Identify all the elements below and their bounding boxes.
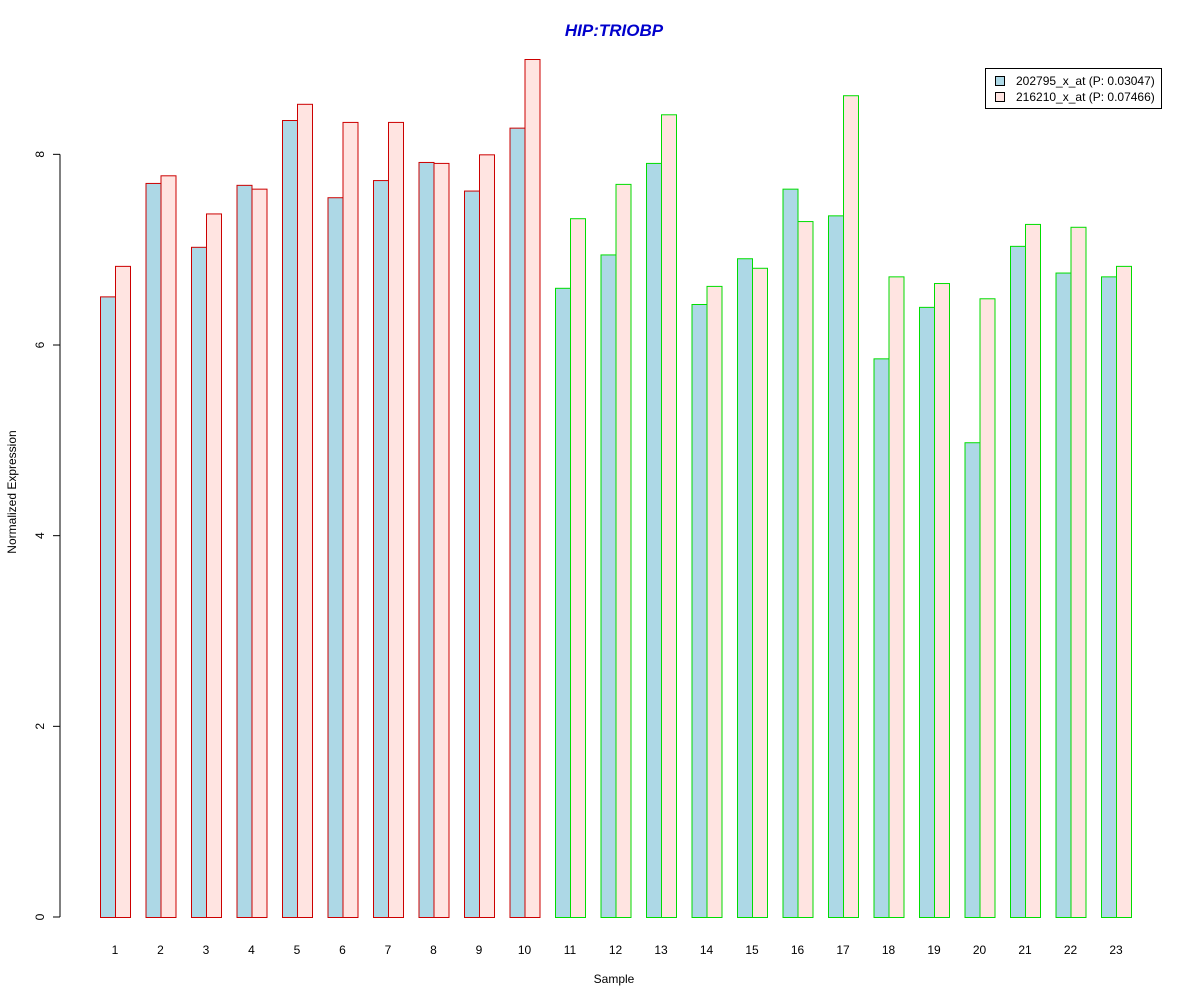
bar-series1-sample-9	[464, 190, 480, 918]
bar-series1-sample-4	[236, 184, 253, 918]
bar-series1-sample-18	[873, 358, 890, 918]
bar-series2-sample-8	[433, 162, 450, 918]
bar-series2-sample-11	[570, 218, 586, 918]
x-tick-label: 14	[700, 943, 714, 957]
bar-series1-sample-8	[418, 161, 435, 918]
bar-series2-sample-5	[297, 103, 313, 919]
x-tick-label: 19	[927, 943, 941, 957]
bar-series1-sample-15	[737, 258, 753, 919]
y-tick-label: 6	[33, 341, 47, 348]
y-axis: 0 2 4 6 8	[33, 151, 61, 920]
bar-series2-sample-18	[888, 276, 905, 918]
bar-series2-sample-4	[251, 188, 268, 919]
x-tick-label: 13	[654, 943, 668, 957]
legend: 202795_x_at (P: 0.03047) 216210_x_at (P: …	[985, 68, 1162, 109]
bar-series1-sample-14	[691, 304, 708, 918]
bar-series1-sample-21	[1010, 245, 1026, 918]
bar-series2-sample-22	[1070, 226, 1087, 918]
bar-series1-sample-1	[100, 296, 116, 918]
bar-series1-sample-12	[600, 254, 617, 918]
x-tick-label: 18	[882, 943, 896, 957]
bar-series2-sample-16	[797, 221, 814, 919]
bar-series2-sample-10	[524, 59, 541, 918]
bar-series2-sample-13	[661, 114, 677, 918]
bar-series2-sample-17	[843, 95, 859, 918]
x-tick-label: 20	[973, 943, 987, 957]
bar-series1-sample-20	[964, 442, 981, 918]
x-tick-label: 6	[339, 943, 346, 957]
legend-entry: 202795_x_at (P: 0.03047)	[1016, 74, 1155, 88]
bar-series2-sample-9	[479, 154, 495, 919]
x-tick-label: 7	[385, 943, 392, 957]
chart-title: HIP:TRIOBP	[565, 21, 664, 40]
x-tick-label: 15	[745, 943, 759, 957]
legend-entry: 216210_x_at (P: 0.07466)	[1016, 90, 1155, 104]
x-tick-label: 8	[430, 943, 437, 957]
x-tick-label: 10	[518, 943, 532, 957]
y-tick-label: 8	[33, 151, 47, 158]
bar-series2-sample-23	[1116, 265, 1132, 918]
y-tick-label: 0	[33, 913, 47, 920]
legend-swatch	[995, 76, 1005, 86]
bar-series1-sample-5	[282, 120, 298, 919]
bar-series1-sample-2	[145, 182, 162, 918]
bar-series1-sample-19	[919, 306, 935, 919]
bar-series2-sample-7	[388, 121, 404, 919]
x-tick-label: 23	[1109, 943, 1123, 957]
x-tick-label: 17	[836, 943, 850, 957]
bar-series1-sample-17	[828, 215, 844, 918]
y-tick-label: 2	[33, 723, 47, 730]
bar-series2-sample-6	[342, 121, 359, 919]
x-tick-label: 2	[157, 943, 164, 957]
x-tick-label: 1	[112, 943, 119, 957]
bar-series1-sample-23	[1101, 276, 1117, 918]
x-tick-label: 11	[564, 943, 577, 957]
legend-swatch	[995, 92, 1005, 102]
bar-series2-sample-12	[615, 183, 632, 919]
bar-series2-sample-19	[934, 283, 950, 918]
bar-series1-sample-16	[782, 188, 799, 919]
x-tick-label: 4	[248, 943, 255, 957]
x-tick-label: 12	[609, 943, 623, 957]
bar-series1-sample-13	[646, 162, 662, 918]
bar-series2-sample-2	[160, 175, 177, 919]
x-tick-label: 9	[476, 943, 483, 957]
x-tick-labels: 1 2 3 4 5 6 7 8 9 10 11 12 13 14 15 16 17 18 19 20 21 22 23	[112, 943, 1123, 957]
bar-series1-sample-22	[1055, 272, 1072, 918]
bar-series2-sample-3	[206, 213, 222, 918]
y-tick-label: 4	[33, 532, 47, 539]
x-axis-label: Sample	[594, 972, 635, 986]
bar-series2-sample-20	[979, 298, 996, 918]
bar-series1-sample-7	[373, 180, 389, 919]
bar-series1-sample-10	[509, 127, 526, 918]
bar-series2-sample-15	[752, 267, 768, 918]
bar-series2-sample-1	[115, 265, 131, 918]
bar-series1-sample-3	[191, 246, 207, 919]
x-tick-label: 22	[1064, 943, 1078, 957]
bar-series2-sample-21	[1025, 223, 1041, 918]
x-tick-label: 21	[1018, 943, 1032, 957]
x-tick-label: 3	[203, 943, 210, 957]
bar-series2-sample-14	[706, 285, 723, 919]
x-tick-label: 5	[294, 943, 301, 957]
legend-box	[985, 68, 1162, 109]
x-tick-label: 16	[791, 943, 805, 957]
y-axis-label: Normalized Expression	[5, 430, 19, 553]
bars-group	[100, 59, 1132, 919]
bar-series1-sample-11	[555, 287, 571, 918]
bar-series1-sample-6	[327, 197, 344, 918]
